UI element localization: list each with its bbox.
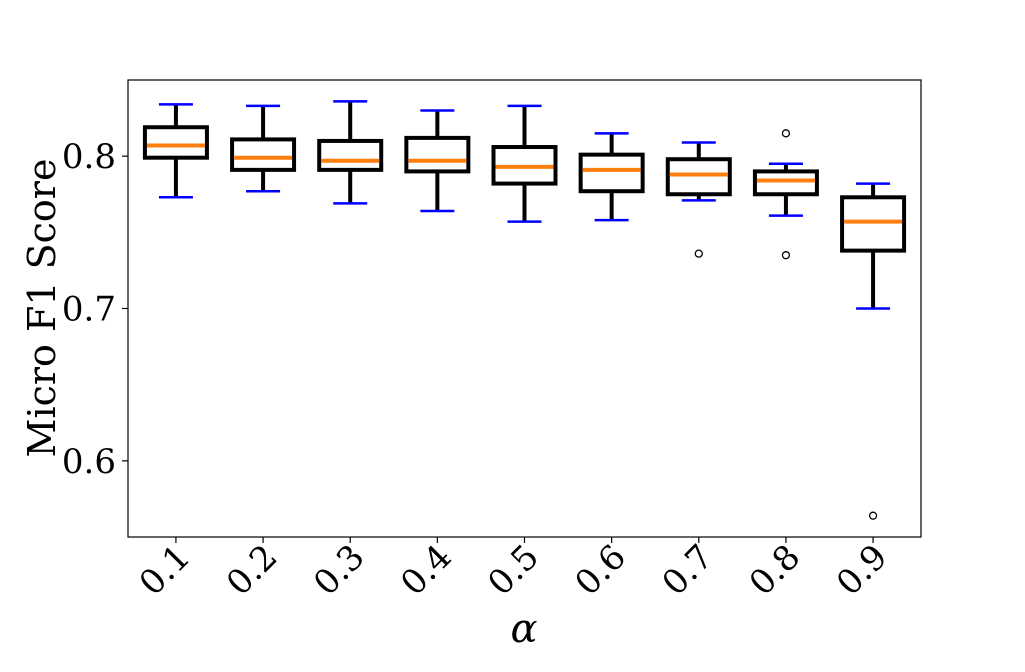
outlier-point xyxy=(694,249,703,258)
x-tick-label: 0.1 xyxy=(132,537,199,604)
x-tick-label: 0.9 xyxy=(829,537,896,604)
x-axis-label: α xyxy=(510,606,537,652)
box-0.8 xyxy=(752,129,819,260)
outlier-point xyxy=(781,251,791,260)
y-axis-label: Micro F1 Score xyxy=(20,159,64,458)
outlier-point xyxy=(868,511,878,520)
box-iqr xyxy=(317,138,384,172)
box-iqr xyxy=(491,145,558,186)
x-axis: 0.1 0.2 0.3 0.4 0.5 0.6 0.7 0.8 0.9 xyxy=(132,537,896,604)
box-0.1 xyxy=(142,103,209,199)
y-tick-label: 0.7 xyxy=(62,290,116,330)
box-0.5 xyxy=(491,104,558,223)
box-0.3 xyxy=(317,100,384,205)
box-iqr xyxy=(142,125,209,160)
box-0.7 xyxy=(665,141,732,258)
x-tick-label: 0.2 xyxy=(219,537,286,604)
x-tick-label: 0.3 xyxy=(306,537,373,604)
x-tick-label: 0.8 xyxy=(742,537,809,604)
x-tick-label: 0.5 xyxy=(480,537,547,604)
box-0.6 xyxy=(578,132,645,222)
outlier-point xyxy=(781,129,791,138)
y-tick-label: 0.8 xyxy=(62,137,116,177)
box-iqr xyxy=(230,137,297,172)
plot-marks xyxy=(142,100,907,520)
box-0.4 xyxy=(404,109,471,213)
box-0.9 xyxy=(840,182,907,520)
box-iqr xyxy=(752,169,819,197)
x-tick-label: 0.6 xyxy=(567,537,634,604)
x-tick-label: 0.4 xyxy=(393,537,460,604)
box-iqr xyxy=(665,157,732,197)
y-axis: 0.6 0.7 0.8 xyxy=(62,137,128,482)
box-0.2 xyxy=(230,104,297,193)
box-iqr xyxy=(840,195,907,253)
y-tick-label: 0.6 xyxy=(62,442,116,482)
box-iqr xyxy=(578,152,645,194)
box-iqr xyxy=(404,135,471,174)
x-tick-label: 0.7 xyxy=(655,537,722,604)
